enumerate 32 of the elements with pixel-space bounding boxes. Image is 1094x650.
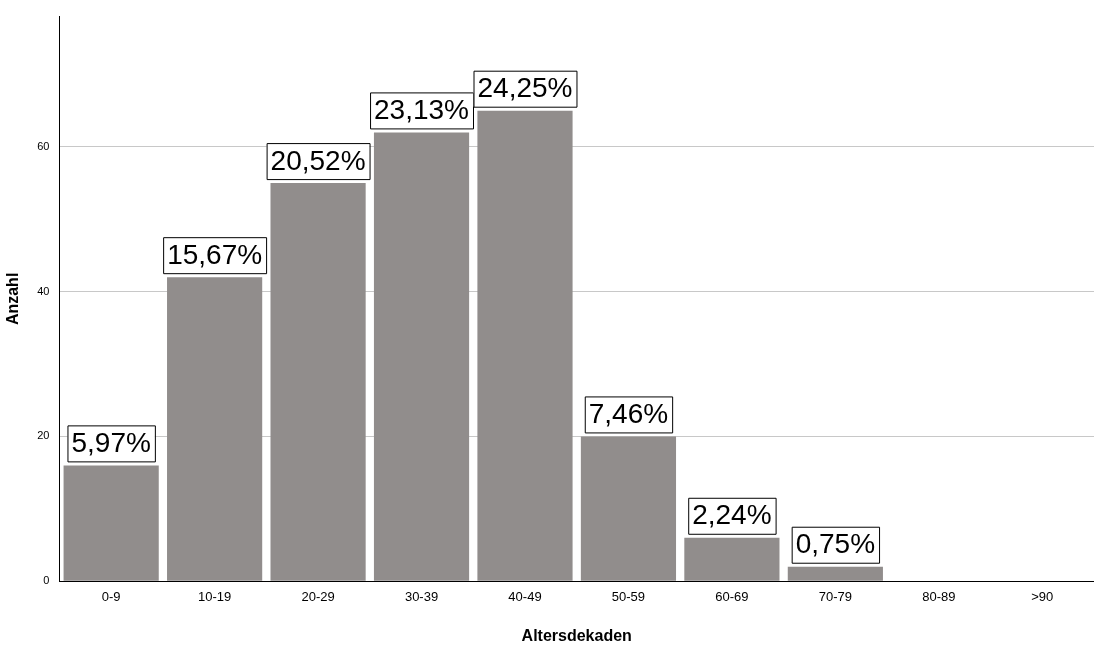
x-tick-label: >90 (1031, 588, 1054, 604)
y-tick-label: 60 (37, 139, 50, 152)
x-tick-label: 40-49 (508, 588, 542, 604)
x-tick-label: 60-69 (715, 588, 749, 604)
x-tick-label: 70-79 (818, 588, 852, 604)
y-axis-title: Anzahl (4, 272, 22, 326)
bar (373, 132, 470, 581)
y-tick-label: 0 (43, 574, 50, 587)
annotation: 7,46% (588, 398, 669, 430)
annotation: 24,25% (477, 72, 573, 104)
x-tick-label: 0-9 (101, 588, 121, 604)
bar (270, 183, 366, 581)
x-tick-label: 20-29 (301, 588, 335, 604)
annotation: 15,67% (167, 238, 263, 270)
x-axis-title: Altersdekaden (521, 626, 632, 644)
bar (787, 566, 883, 581)
bar (167, 277, 263, 581)
annotation: 2,24% (692, 499, 772, 531)
bar (477, 110, 573, 581)
x-tick-label: 10-19 (198, 588, 232, 604)
annotation: 0,75% (795, 528, 876, 560)
annotation: 5,97% (71, 427, 151, 459)
bar (63, 465, 159, 581)
y-tick-label: 20 (37, 429, 50, 442)
bar (684, 537, 780, 581)
x-tick-label: 30-39 (404, 588, 439, 604)
x-tick-label: 50-59 (611, 588, 646, 604)
y-tick-label: 40 (37, 284, 50, 297)
annotation: 23,13% (374, 94, 470, 126)
annotation: 20,52% (270, 144, 366, 176)
x-tick-label: 80-89 (922, 588, 956, 604)
bar (580, 436, 677, 581)
